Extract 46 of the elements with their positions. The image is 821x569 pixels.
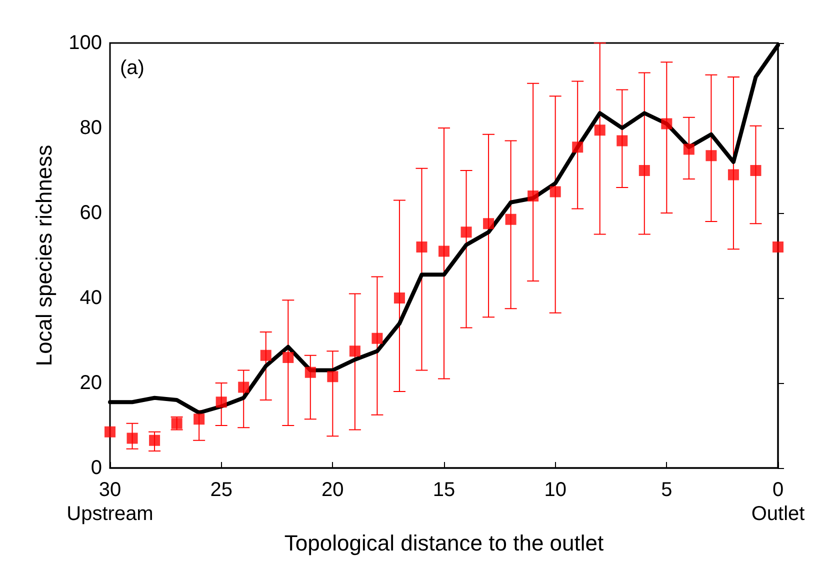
point (683, 144, 694, 155)
y-tick-label: 20 (80, 372, 102, 394)
x-tick-label: 20 (322, 479, 344, 501)
y-tick-label: 0 (90, 457, 102, 479)
y-tick-label: 100 (68, 32, 102, 54)
point (460, 226, 472, 238)
point (327, 371, 338, 382)
point (528, 190, 539, 202)
point (505, 214, 516, 225)
x-tick-label: 30 Upstream (66, 479, 154, 525)
point (126, 432, 138, 444)
point (772, 242, 784, 252)
point (372, 332, 383, 344)
point (149, 434, 160, 446)
point (728, 169, 739, 180)
point (349, 346, 360, 357)
point (750, 165, 762, 176)
point (594, 124, 606, 136)
point (616, 135, 628, 146)
point (104, 426, 116, 438)
x-axis-title: Topological distance to the outlet (284, 530, 604, 556)
x-tick-label: 10 (544, 479, 566, 501)
point (282, 352, 294, 363)
point (483, 218, 494, 230)
point (706, 150, 717, 162)
point (661, 118, 672, 130)
point (260, 350, 272, 361)
point (238, 382, 250, 393)
point (572, 142, 584, 153)
point (416, 242, 428, 252)
annotation: (a) (120, 57, 144, 79)
x-tick-label: 0 Outlet (751, 479, 806, 525)
x-tick-label: 5 (661, 479, 672, 501)
y-tick-label: 60 (80, 202, 102, 224)
x-tick-label: 25 (210, 479, 232, 501)
point (394, 292, 405, 304)
y-tick-label: 80 (80, 117, 102, 139)
point (194, 414, 205, 425)
point (304, 366, 316, 378)
x-tick-label: 15 (432, 479, 456, 501)
point (438, 246, 450, 257)
point (216, 396, 227, 408)
y-tick-label: 40 (80, 287, 102, 309)
point (638, 165, 650, 176)
point (550, 186, 561, 198)
y-axis-title: Local species richness (32, 144, 56, 366)
